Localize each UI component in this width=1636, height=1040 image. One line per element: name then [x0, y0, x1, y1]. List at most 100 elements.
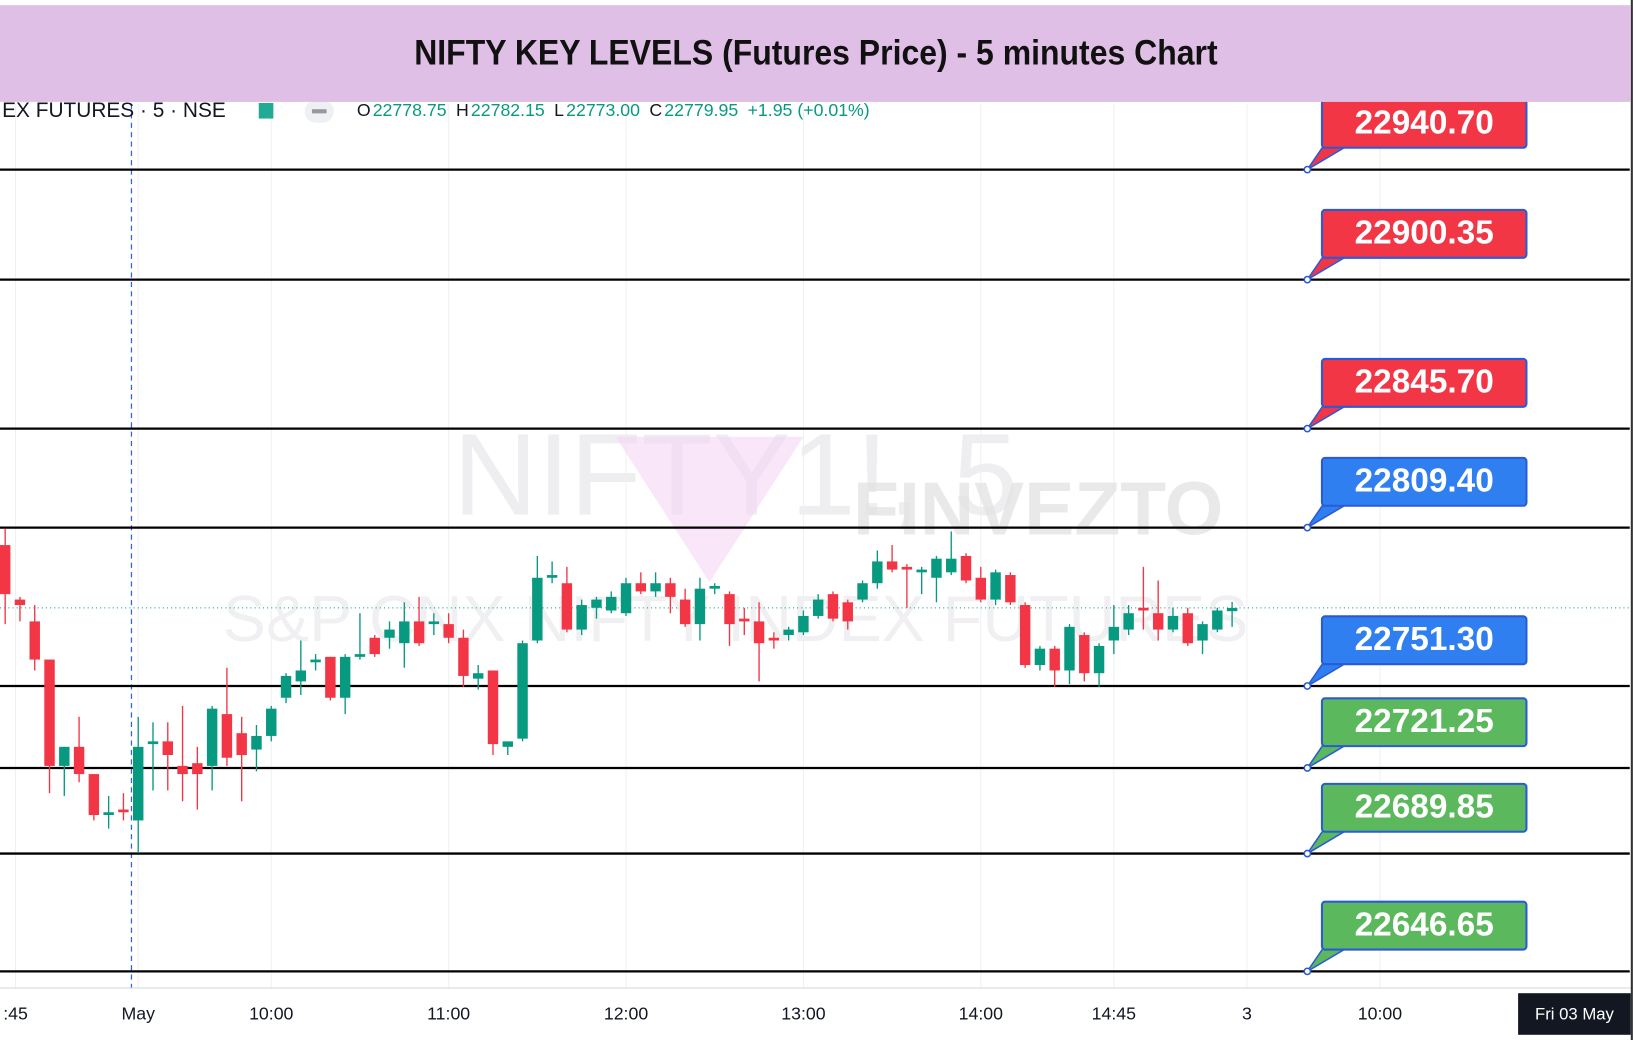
candle-body [1034, 648, 1046, 666]
candles [0, 528, 1630, 854]
candle-body [783, 629, 794, 636]
candle-body [960, 555, 972, 581]
candle-body [325, 656, 336, 698]
level-label: 22900.35 [1355, 215, 1494, 252]
candle-body [546, 575, 558, 578]
candle-body [1197, 624, 1208, 641]
candle-body [251, 735, 262, 750]
x-tick-label: 14:45 [1092, 1004, 1136, 1024]
level-label: 22646.65 [1355, 906, 1494, 943]
candle-body [1212, 610, 1223, 630]
candle-body [221, 714, 233, 758]
candle-body [1123, 613, 1134, 630]
candle-body [384, 629, 395, 638]
candle-body [827, 594, 839, 619]
candle-body [739, 618, 750, 622]
x-tick-label: 10:00 [1358, 1004, 1402, 1024]
candle-body [192, 763, 203, 775]
cursor-date: Fri 03 May [1535, 1004, 1614, 1023]
candle-body [606, 596, 617, 611]
candle-body [532, 577, 543, 641]
x-axis: :45 May 10:00 11:00 12:00 13:00 14:00 14:45 3 10:… [3, 1004, 1402, 1024]
header [0, 5, 1631, 102]
level-label: 22689.85 [1355, 789, 1494, 826]
candle-body [118, 809, 129, 813]
candle-body [576, 605, 587, 630]
candle-body [946, 558, 957, 573]
symbol: EX FUTURES · 5 · NSE [2, 99, 226, 122]
level-label: 22751.30 [1355, 621, 1494, 658]
candle-body [1182, 613, 1193, 644]
candle-body [0, 545, 11, 595]
candle-body [975, 577, 987, 600]
legend-value: 22773.00 [566, 100, 640, 120]
candle-body [177, 765, 188, 775]
candle-body [857, 583, 868, 600]
candle-body [443, 624, 454, 638]
candle-body [103, 812, 114, 815]
x-tick-label: 10:00 [249, 1004, 293, 1024]
x-tick-label: 11:00 [427, 1004, 470, 1024]
candle-body [886, 561, 898, 570]
level-anchor [1303, 424, 1312, 433]
level-label-box [1320, 697, 1528, 748]
candle-body [872, 561, 883, 584]
candle-body [458, 637, 469, 676]
candle-body [694, 588, 706, 625]
candle-body [413, 621, 425, 644]
x-tick-label: May [121, 1004, 155, 1024]
legend: EX FUTURES · 5 · NSE O 22778.75 H 22782.15 L… [2, 99, 870, 123]
level-label-box [1320, 456, 1528, 507]
legend-change: +1.95 (+0.01%) [748, 100, 870, 120]
candle-body [29, 621, 40, 660]
status-icon [258, 102, 274, 119]
level-anchor [1303, 967, 1312, 976]
candle-body [650, 583, 661, 592]
candle-body [798, 615, 809, 633]
candle-body [591, 599, 602, 608]
candle-body [369, 637, 380, 655]
legend-value: 22782.15 [471, 100, 545, 120]
candle-body [724, 594, 735, 625]
candle-body [502, 741, 513, 747]
candle-body [1049, 648, 1060, 671]
candle-body [990, 572, 1001, 600]
title: NIFTY KEY LEVELS (Futures Price) - 5 min… [414, 33, 1218, 73]
candle-body [295, 670, 307, 682]
level-label-box [1320, 782, 1528, 833]
watermark: S&P CNX NIFTY INDEX FUTURES [223, 583, 1249, 655]
watermark-group: NIFTY1!, 5 S&P CNX NIFTY INDEX FUTURES F… [223, 409, 1249, 655]
candle-body [916, 569, 927, 573]
level-label: 22721.25 [1355, 703, 1494, 740]
candle-body [487, 670, 499, 745]
level-label: 22940.70 [1355, 105, 1494, 142]
legend-key: H [456, 100, 469, 120]
candle-body [753, 621, 765, 644]
cursor-date-box [1518, 993, 1631, 1035]
candle-body [73, 746, 85, 775]
candle-body [310, 659, 321, 663]
brand-watermark: FINVEZTO [853, 467, 1223, 551]
level-anchor [1303, 523, 1312, 532]
x-tick-label: 13:00 [781, 1004, 825, 1024]
level-anchor [1303, 682, 1312, 690]
candle-body [709, 585, 720, 589]
candle-body [266, 708, 277, 736]
candle-body [206, 708, 218, 766]
levels: 22940.70 22900.35 22845.70 22809.40 22751.30… [0, 98, 1630, 976]
candle-body [88, 774, 100, 815]
candle-body [59, 746, 70, 766]
candle-body [44, 659, 55, 766]
level-anchor [1303, 165, 1312, 174]
candle-body [1108, 626, 1120, 641]
candle-body [354, 654, 366, 657]
candle-body [768, 637, 780, 641]
candle-body [399, 621, 410, 644]
level-anchor [1303, 849, 1312, 858]
candle-body [1093, 645, 1105, 674]
x-tick-label: :45 [3, 1004, 28, 1024]
candle-body [162, 741, 173, 756]
level-label-box [1320, 357, 1528, 408]
